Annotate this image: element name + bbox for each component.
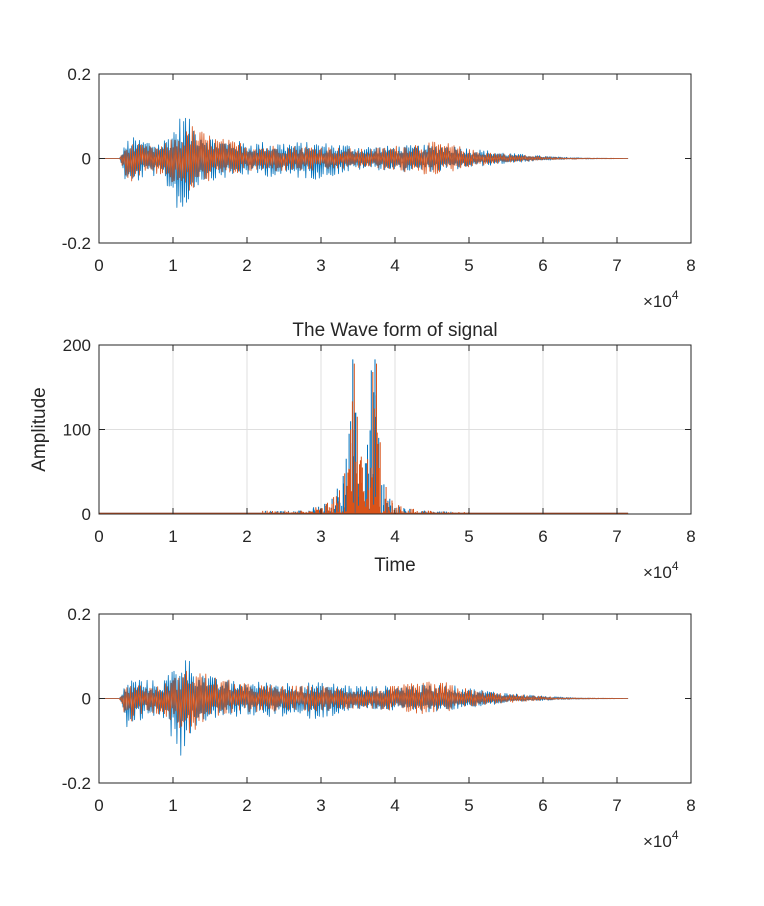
grid-lines (99, 345, 691, 514)
y-tick-label: 0 (82, 505, 91, 524)
x-tick-label: 2 (242, 256, 251, 275)
y-tick-label: 0.2 (67, 605, 91, 624)
x-tick-label: 5 (464, 527, 473, 546)
x-exponent-label: ×104 (643, 559, 679, 582)
x-tick-label: 1 (168, 256, 177, 275)
x-tick-label: 6 (538, 256, 547, 275)
y-tick-label: 200 (63, 336, 91, 355)
series-group (99, 359, 629, 514)
series-group (99, 660, 629, 756)
x-tick-label: 7 (612, 256, 621, 275)
series-line-2 (99, 670, 629, 734)
x-tick-label: 7 (612, 527, 621, 546)
y-axis-ticks: -0.2 0 0.2 (62, 65, 691, 253)
x-tick-label: 7 (612, 796, 621, 815)
x-tick-label: 6 (538, 796, 547, 815)
y-axis-ticks: -0.2 0 0.2 (62, 605, 691, 793)
y-tick-label: -0.2 (62, 234, 91, 253)
x-tick-label: 0 (94, 527, 103, 546)
y-tick-label: -0.2 (62, 774, 91, 793)
series-line-2 (99, 363, 629, 514)
subplot-middle: 0 1 2 3 4 5 6 7 8 0 100 200 The Wave form of signa… (29, 320, 696, 582)
chart-title: The Wave form of signal (292, 320, 497, 341)
y-tick-label: 0 (82, 690, 91, 709)
series-group (99, 117, 629, 208)
x-tick-label: 2 (242, 527, 251, 546)
x-tick-label: 0 (94, 256, 103, 275)
x-axis-ticks: 0 1 2 3 4 5 6 7 8 (94, 345, 696, 546)
series-line-1 (99, 359, 629, 514)
x-tick-label: 5 (464, 796, 473, 815)
x-tick-label: 1 (168, 527, 177, 546)
x-tick-label: 0 (94, 796, 103, 815)
x-tick-label: 5 (464, 256, 473, 275)
x-tick-label: 8 (686, 256, 695, 275)
x-tick-label: 8 (686, 527, 695, 546)
y-axis-ticks: 0 100 200 (63, 336, 691, 524)
x-tick-label: 3 (316, 527, 325, 546)
x-exponent-label: ×104 (643, 828, 679, 851)
y-tick-label: 100 (63, 421, 91, 440)
y-tick-label: 0.2 (67, 65, 91, 84)
x-axis-ticks: 0 1 2 3 4 5 6 7 8 (94, 74, 696, 275)
x-tick-label: 4 (390, 256, 399, 275)
x-tick-label: 1 (168, 796, 177, 815)
x-axis-ticks: 0 1 2 3 4 5 6 7 8 (94, 614, 696, 815)
x-tick-label: 3 (316, 796, 325, 815)
x-tick-label: 4 (390, 527, 399, 546)
x-tick-label: 2 (242, 796, 251, 815)
x-tick-label: 6 (538, 527, 547, 546)
series-line-2 (99, 126, 629, 191)
x-exponent-label: ×104 (643, 288, 679, 311)
y-tick-label: 0 (82, 150, 91, 169)
x-tick-label: 3 (316, 256, 325, 275)
y-axis-label: Amplitude (29, 387, 50, 472)
x-axis-label: Time (374, 555, 416, 576)
x-tick-label: 4 (390, 796, 399, 815)
x-tick-label: 8 (686, 796, 695, 815)
